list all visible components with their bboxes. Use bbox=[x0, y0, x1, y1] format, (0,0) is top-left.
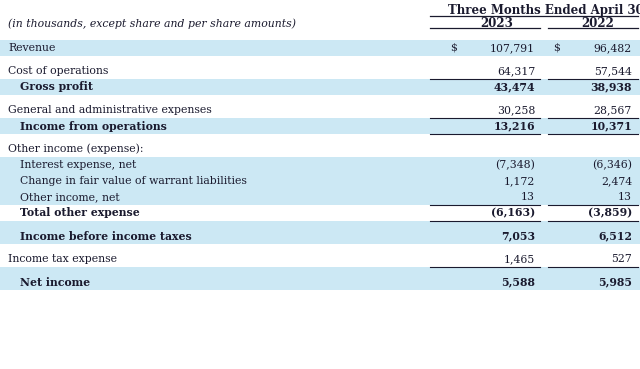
Text: Change in fair value of warrant liabilities: Change in fair value of warrant liabilit… bbox=[20, 176, 247, 186]
Text: Cost of operations: Cost of operations bbox=[8, 66, 108, 76]
Text: (3,859): (3,859) bbox=[588, 207, 632, 218]
Text: Other income (expense):: Other income (expense): bbox=[8, 144, 143, 154]
Text: 10,371: 10,371 bbox=[590, 121, 632, 131]
Text: 30,258: 30,258 bbox=[497, 105, 535, 115]
Bar bbox=[0, 63, 640, 79]
Bar bbox=[0, 56, 640, 63]
Text: (6,163): (6,163) bbox=[491, 207, 535, 218]
Text: 2,474: 2,474 bbox=[601, 176, 632, 186]
Bar bbox=[0, 102, 640, 118]
Text: 28,567: 28,567 bbox=[594, 105, 632, 115]
Bar bbox=[0, 274, 640, 290]
Text: General and administrative expenses: General and administrative expenses bbox=[8, 105, 212, 115]
Bar bbox=[0, 228, 640, 244]
Text: Other income, net: Other income, net bbox=[20, 192, 120, 202]
Text: 13: 13 bbox=[521, 192, 535, 202]
Bar bbox=[0, 141, 640, 157]
Bar bbox=[0, 95, 640, 102]
Text: 1,465: 1,465 bbox=[504, 254, 535, 264]
Text: Three Months Ended April 30,: Three Months Ended April 30, bbox=[447, 4, 640, 17]
Text: 38,938: 38,938 bbox=[591, 82, 632, 93]
Text: 7,053: 7,053 bbox=[501, 231, 535, 241]
Text: 5,588: 5,588 bbox=[501, 276, 535, 287]
Text: (7,348): (7,348) bbox=[495, 160, 535, 170]
Text: 13: 13 bbox=[618, 192, 632, 202]
Text: $: $ bbox=[553, 43, 560, 53]
Text: 43,474: 43,474 bbox=[493, 82, 535, 93]
Text: Income from operations: Income from operations bbox=[20, 121, 167, 131]
Text: 5,985: 5,985 bbox=[598, 276, 632, 287]
Bar bbox=[0, 157, 640, 173]
Text: 13,216: 13,216 bbox=[493, 121, 535, 131]
Bar bbox=[0, 118, 640, 134]
Text: (in thousands, except share and per share amounts): (in thousands, except share and per shar… bbox=[8, 18, 296, 28]
Bar bbox=[0, 173, 640, 189]
Text: 6,512: 6,512 bbox=[598, 231, 632, 241]
Text: 107,791: 107,791 bbox=[490, 43, 535, 53]
Text: 527: 527 bbox=[611, 254, 632, 264]
Bar bbox=[0, 221, 640, 228]
Text: (6,346): (6,346) bbox=[592, 160, 632, 170]
Text: Revenue: Revenue bbox=[8, 43, 56, 53]
Text: 1,172: 1,172 bbox=[504, 176, 535, 186]
Bar bbox=[0, 244, 640, 251]
Text: Interest expense, net: Interest expense, net bbox=[20, 160, 136, 170]
Text: $: $ bbox=[450, 43, 457, 53]
Text: 64,317: 64,317 bbox=[497, 66, 535, 76]
Text: Income tax expense: Income tax expense bbox=[8, 254, 117, 264]
Text: Net income: Net income bbox=[20, 276, 90, 287]
Bar bbox=[0, 189, 640, 205]
Text: 2023: 2023 bbox=[481, 17, 513, 30]
Text: Income before income taxes: Income before income taxes bbox=[20, 231, 192, 241]
Bar bbox=[0, 79, 640, 95]
Bar bbox=[0, 251, 640, 267]
Text: 2022: 2022 bbox=[582, 17, 614, 30]
Bar bbox=[0, 205, 640, 221]
Text: Total other expense: Total other expense bbox=[20, 207, 140, 218]
Bar bbox=[0, 267, 640, 274]
Bar bbox=[0, 134, 640, 141]
Text: 96,482: 96,482 bbox=[594, 43, 632, 53]
Bar bbox=[0, 40, 640, 56]
Text: 57,544: 57,544 bbox=[594, 66, 632, 76]
Text: Gross profit: Gross profit bbox=[20, 82, 93, 93]
